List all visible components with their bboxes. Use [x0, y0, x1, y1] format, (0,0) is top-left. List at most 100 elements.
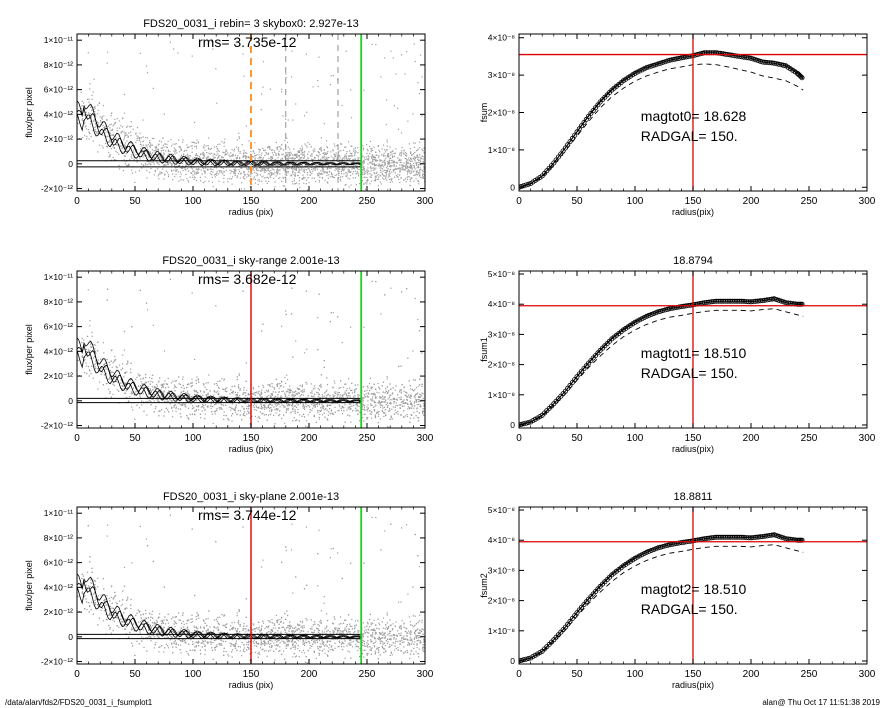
scatter-point	[411, 164, 413, 166]
scatter-point	[156, 399, 158, 401]
scatter-point	[332, 176, 334, 178]
fsum-marker	[581, 120, 587, 126]
scatter-point	[215, 167, 218, 169]
scatter-point	[262, 175, 264, 177]
scatter-point	[253, 155, 255, 157]
scatter-point	[98, 102, 100, 104]
scatter-point	[345, 155, 347, 157]
x-tick-label: 250	[359, 196, 376, 207]
scatter-point	[271, 152, 273, 154]
scatter-point	[318, 56, 320, 58]
scatter-point	[330, 410, 332, 412]
scatter-point	[296, 387, 299, 389]
scatter-point	[180, 148, 182, 150]
scatter-point	[164, 143, 166, 145]
scatter-point	[337, 391, 339, 393]
scatter-point	[345, 175, 347, 178]
scatter-point	[223, 378, 226, 380]
scatter-point	[323, 406, 325, 408]
scatter-point	[364, 158, 366, 161]
scatter-point	[300, 394, 302, 396]
scatter-point	[226, 387, 228, 389]
scatter-point	[329, 408, 331, 410]
scatter-point	[203, 384, 205, 386]
scatter-point	[279, 413, 281, 416]
scatter-point	[251, 172, 253, 175]
fsum-marker	[555, 154, 561, 160]
scatter-point	[277, 163, 279, 165]
scatter-point	[153, 158, 155, 160]
scatter-point	[381, 154, 383, 156]
scatter-point	[86, 98, 89, 100]
scatter-point	[175, 380, 177, 382]
scatter-point	[179, 161, 181, 164]
scatter-point	[417, 403, 420, 405]
scatter-point	[174, 175, 176, 178]
scatter-point	[170, 382, 173, 384]
scatter-point	[402, 167, 404, 169]
scatter-point	[383, 166, 385, 168]
scatter-point	[405, 167, 407, 169]
scatter-point	[106, 51, 109, 53]
scatter-point	[260, 109, 262, 111]
scatter-point	[319, 398, 322, 400]
scatter-point	[152, 144, 154, 146]
scatter-point	[393, 168, 395, 171]
scatter-point	[97, 104, 99, 106]
scatter-point	[380, 159, 383, 162]
fsum-marker	[743, 55, 749, 61]
scatter-point	[110, 112, 113, 115]
scatter-point	[185, 155, 187, 157]
scatter-point	[216, 400, 218, 402]
scatter-point	[356, 401, 358, 403]
scatter-point	[102, 147, 104, 149]
scatter-point	[156, 385, 159, 387]
scatter-point	[232, 171, 234, 173]
scatter-point	[413, 146, 415, 148]
scatter-point	[411, 154, 414, 156]
scatter-point	[363, 173, 365, 175]
scatter-point	[81, 337, 83, 339]
scatter-point	[318, 181, 320, 183]
scatter-point	[224, 153, 227, 155]
scatter-point	[171, 163, 173, 165]
scatter-point	[409, 160, 412, 162]
scatter-point	[298, 158, 300, 160]
scatter-point	[145, 381, 147, 384]
scatter-point	[256, 391, 258, 393]
scatter-point	[83, 123, 85, 125]
scatter-point	[274, 171, 276, 174]
scatter-point	[110, 123, 112, 125]
scatter-point	[273, 388, 276, 390]
scatter-point	[422, 173, 424, 175]
scatter-point	[101, 116, 103, 118]
scatter-point	[385, 177, 387, 180]
scatter-point	[250, 175, 252, 177]
scatter-point	[357, 384, 359, 386]
scatter-point	[152, 324, 154, 326]
scatter-point	[302, 154, 304, 156]
scatter-point	[313, 385, 316, 387]
scatter-point	[354, 392, 356, 394]
scatter-point	[378, 173, 380, 176]
scatter-point	[93, 78, 95, 80]
scatter-point	[354, 177, 357, 179]
scatter-point	[310, 158, 313, 160]
scatter-point	[373, 172, 375, 174]
scatter-point	[157, 148, 160, 151]
scatter-point	[167, 150, 169, 152]
scatter-point	[259, 162, 261, 164]
scatter-point	[411, 403, 413, 406]
scatter-point	[349, 158, 351, 160]
fsum-marker	[771, 60, 777, 66]
scatter-point	[287, 165, 289, 167]
scatter-point	[345, 156, 347, 158]
scatter-point	[247, 393, 249, 395]
scatter-point	[413, 159, 416, 161]
scatter-point	[226, 150, 228, 152]
scatter-point	[245, 165, 247, 167]
scatter-point	[168, 174, 170, 176]
scatter-point	[300, 167, 302, 169]
scatter-point	[400, 391, 402, 393]
scatter-point	[334, 406, 336, 408]
